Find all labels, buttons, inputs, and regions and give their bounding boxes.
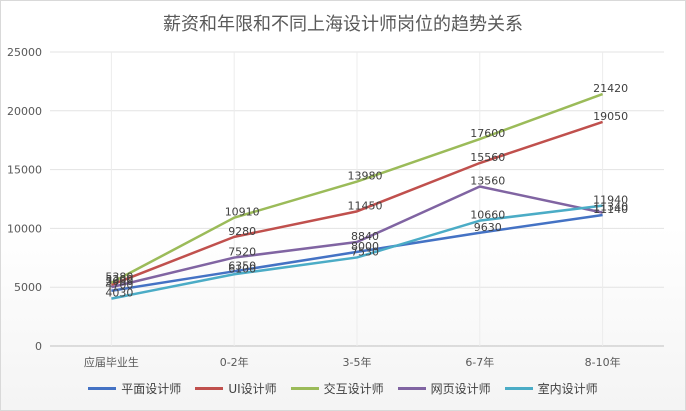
legend-swatch: [397, 387, 426, 390]
legend-label: 网页设计师: [430, 382, 491, 396]
legend-swatch: [290, 387, 319, 390]
y-tick-label: 25000: [7, 46, 42, 59]
data-label: 17600: [470, 127, 505, 140]
series-line-2: [110, 92, 604, 284]
x-tick-label: 应届毕业生: [84, 355, 139, 369]
data-label: 6100: [228, 262, 256, 275]
data-label: 11940: [593, 194, 628, 207]
data-label: 4030: [105, 287, 133, 300]
legend-item: UI设计师: [195, 380, 277, 397]
legend-swatch: [88, 387, 117, 390]
legend-item: 网页设计师: [397, 380, 491, 397]
data-label: 4700: [105, 279, 133, 292]
data-label: 11140: [593, 203, 628, 216]
legend-swatch: [504, 387, 533, 390]
x-tick-label: 6-7年: [465, 355, 494, 369]
data-label: 11340: [593, 201, 628, 214]
data-label: 10910: [225, 206, 260, 219]
series-line-0: [111, 213, 603, 292]
series-line-1: [110, 120, 603, 287]
data-label: 7520: [228, 246, 256, 259]
x-tick-label: 8-10年: [585, 355, 621, 369]
y-tick-label: 10000: [7, 222, 42, 235]
data-label: 10660: [470, 209, 505, 222]
data-label: 9280: [228, 225, 256, 238]
legend-label: UI设计师: [228, 382, 277, 396]
x-tick-label: 0-2年: [220, 355, 249, 369]
data-label: 8840: [351, 230, 379, 243]
data-label: 5000: [105, 275, 133, 288]
legend-label: 交互设计师: [323, 382, 384, 396]
series-line-3: [111, 185, 603, 289]
data-label: 21420: [593, 82, 628, 95]
data-label: 6350: [228, 259, 256, 272]
data-label: 7530: [351, 245, 379, 258]
data-label: 13980: [348, 170, 383, 183]
y-tick-label: 20000: [7, 105, 42, 118]
data-label: 9630: [474, 221, 502, 234]
data-label: 5200: [105, 273, 133, 286]
legend-item: 平面设计师: [88, 380, 181, 397]
legend-item: 交互设计师: [290, 380, 384, 397]
y-tick-label: 0: [35, 340, 42, 353]
data-label: 8000: [351, 240, 379, 253]
data-label: 13560: [470, 175, 505, 188]
legend-swatch: [195, 387, 224, 390]
legend-label: 平面设计师: [121, 382, 182, 396]
x-tick-label: 3-5年: [343, 355, 372, 369]
y-tick-label: 15000: [7, 164, 42, 177]
chart-legend: 平面设计师 UI设计师 交互设计师 网页设计师 室内设计师: [0, 380, 686, 397]
legend-label: 室内设计师: [537, 382, 598, 396]
legend-item: 室内设计师: [504, 380, 598, 397]
chart-title: 薪资和年限和不同上海设计师岗位的趋势关系: [163, 14, 523, 35]
data-label: 11450: [348, 199, 383, 212]
data-label: 15560: [470, 151, 505, 164]
data-label: 5380: [105, 271, 133, 284]
y-tick-label: 5000: [14, 281, 42, 294]
data-label: 19050: [593, 110, 628, 123]
series-line-4: [111, 204, 603, 300]
